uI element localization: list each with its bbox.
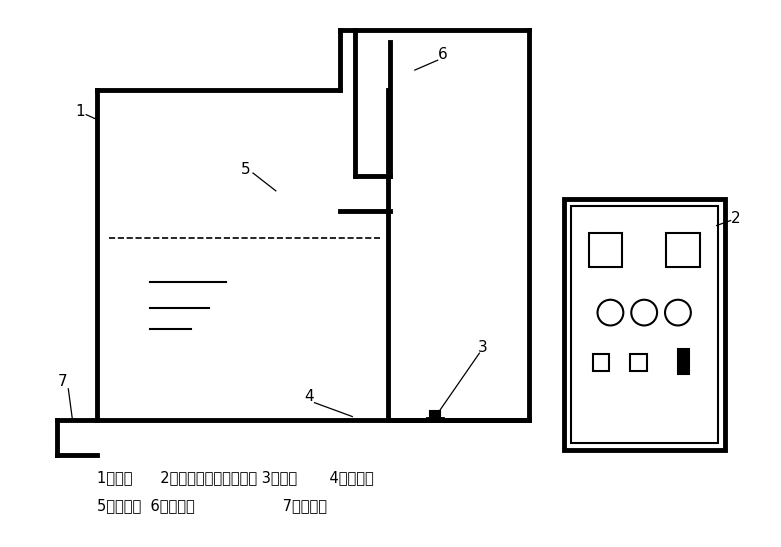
Text: 3: 3	[477, 340, 487, 355]
Text: 5: 5	[241, 161, 251, 177]
Text: 5、回水口  6、进水口                   7、出水口: 5、回水口 6、进水口 7、出水口	[97, 498, 327, 513]
Bar	[430, 411, 440, 418]
Bar	[593, 354, 609, 371]
Text: 7: 7	[58, 374, 67, 389]
Text: 2: 2	[731, 211, 740, 226]
Text: 1: 1	[76, 104, 85, 119]
Bar	[630, 354, 647, 371]
Bar	[678, 349, 689, 374]
Bar	[666, 234, 700, 267]
Bar	[571, 206, 718, 443]
Bar	[564, 199, 725, 450]
Text: 4: 4	[304, 389, 313, 404]
Bar	[589, 234, 622, 267]
Text: 1、水箱      2、微电解水箱水处理机 3、阀门       4、取水口: 1、水箱 2、微电解水箱水处理机 3、阀门 4、取水口	[97, 470, 374, 485]
Text: 6: 6	[438, 46, 448, 62]
